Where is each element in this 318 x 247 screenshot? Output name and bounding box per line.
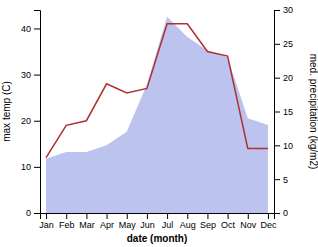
tick: Nov [240, 213, 257, 230]
tick-mark [274, 112, 280, 113]
tick-mark [86, 213, 87, 219]
y-axis-title: max temp (C) [1, 81, 12, 142]
tick-label: 40 [21, 24, 31, 34]
axis-line [275, 11, 281, 214]
x-axis-title: date (month) [127, 233, 188, 244]
tick-mark [34, 75, 40, 76]
tick-mark [274, 213, 280, 214]
tick-label: Dec [260, 220, 277, 230]
tick-mark [187, 213, 188, 219]
tick-mark [34, 167, 40, 168]
tick-label: Feb [59, 220, 75, 230]
tick-mark [147, 213, 148, 219]
tick: 25 [274, 39, 293, 49]
tick-mark [34, 121, 40, 122]
axis-line [41, 214, 275, 220]
tick-label: 0 [283, 208, 288, 218]
tick-mark [34, 28, 40, 29]
tick: 40 [21, 24, 40, 34]
tick-mark [167, 213, 168, 219]
tick: 10 [274, 141, 293, 151]
tick: May [119, 213, 137, 230]
tick-label: Apr [100, 220, 114, 230]
tick-mark [107, 213, 108, 219]
tick-label: Jul [162, 220, 174, 230]
tick-mark [207, 213, 208, 219]
tick-label: Oct [221, 220, 236, 230]
tick: Jun [140, 213, 155, 230]
tick-mark [127, 213, 128, 219]
chart: Jan Feb Mar Apr MayJun Jul Aug Sep Oct NovDec 0 10 2… [0, 0, 318, 247]
tick-label: Aug [180, 220, 196, 230]
tick-label: 20 [283, 73, 293, 83]
tick: Aug [180, 213, 196, 230]
tick: Jul [162, 213, 174, 230]
tick: 20 [274, 73, 293, 83]
tick-mark [274, 10, 280, 11]
tick-mark [274, 44, 280, 45]
tick-label: 10 [283, 141, 293, 151]
tick-mark [274, 78, 280, 79]
tick: Sep [200, 213, 216, 230]
tick-label: 30 [21, 70, 31, 80]
tick-label: Mar [79, 220, 95, 230]
x-axis: Jan Feb Mar Apr MayJun Jul Aug Sep Oct NovDec [39, 213, 277, 230]
tick-label: 25 [283, 39, 293, 49]
tick: Dec [260, 213, 277, 230]
tick: 15 [274, 107, 293, 117]
tick-mark [274, 145, 280, 146]
tick: Mar [79, 213, 95, 230]
tick-label: 0 [26, 208, 31, 218]
marks [46, 17, 268, 213]
tick: 0 [274, 208, 288, 218]
tick-label: 30 [283, 5, 293, 15]
tick: 10 [21, 162, 40, 172]
tick-mark [274, 179, 280, 180]
tick-label: 20 [21, 116, 31, 126]
tick: 20 [21, 116, 40, 126]
tick-label: 10 [21, 162, 31, 172]
tick-label: May [119, 220, 137, 230]
tick-label: Nov [240, 220, 257, 230]
tick: Apr [100, 213, 114, 230]
y-axis: 0 10 20 30 40 [21, 11, 41, 219]
tick: 0 [26, 208, 40, 218]
tick-mark [34, 213, 40, 214]
tick-mark [46, 213, 47, 219]
plot: Jan Feb Mar Apr MayJun Jul Aug Sep Oct NovDec 0 10 2… [21, 5, 293, 230]
y2-axis: 0 5 10 15 20 25 30 [274, 5, 293, 218]
line [46, 24, 268, 158]
area [46, 17, 268, 213]
tick: Feb [59, 213, 75, 230]
tick-label: Jan [39, 220, 54, 230]
tick-label: Sep [200, 220, 216, 230]
tick-mark [248, 213, 249, 219]
tick: 5 [274, 175, 288, 185]
tick-mark [66, 213, 67, 219]
tick-mark [268, 213, 269, 219]
y2-axis-title: med. precipitation (kg/m2) [308, 54, 318, 170]
axis-line [34, 11, 41, 214]
tick-label: 15 [283, 107, 293, 117]
tick-mark [228, 213, 229, 219]
tick-label: 5 [283, 175, 288, 185]
tick: 30 [274, 5, 293, 15]
tick: Oct [221, 213, 236, 230]
tick: Jan [39, 213, 54, 230]
tick-label: Jun [140, 220, 155, 230]
tick: 30 [21, 70, 40, 80]
